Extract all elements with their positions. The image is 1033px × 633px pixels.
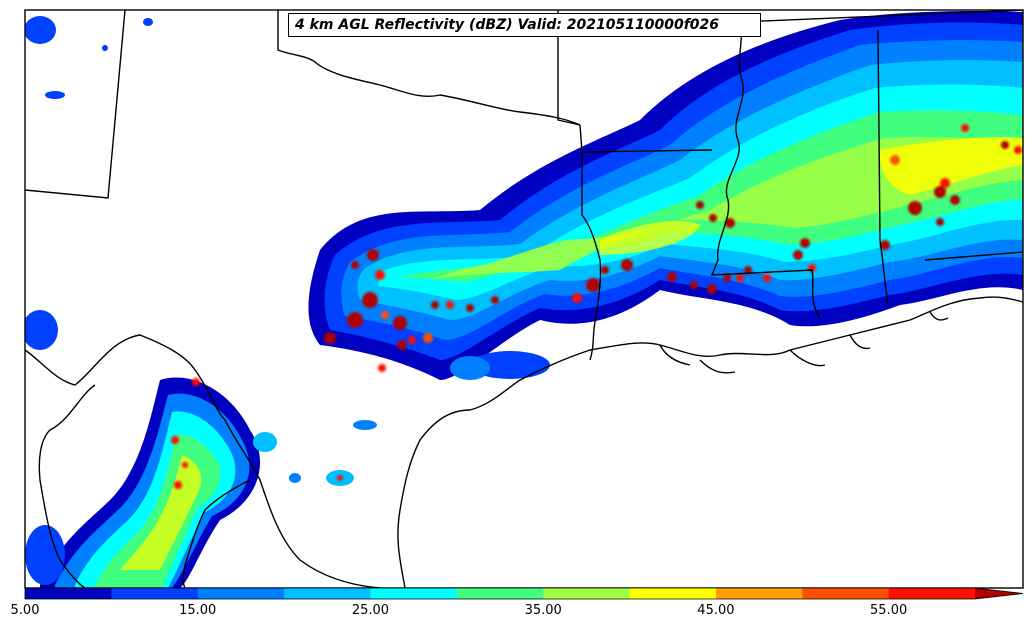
colorbar-segment [888,588,976,599]
state-border-ms-tn [739,10,1023,23]
colorbar-segment [456,588,544,599]
colorbar-segment [543,588,631,599]
colorbar-tick-label: 25.00 [351,603,390,618]
colorbar-extend-arrow [975,588,1023,599]
state-border-tx-ar-la [579,124,602,361]
state-border-nm-tx-west [25,10,126,199]
colorbar-segment [25,588,112,599]
colorbar-segment [370,588,458,599]
colorbar-tick-label: 45.00 [697,603,735,618]
colorbar-tick-label: 15.00 [179,603,217,618]
state-border-tx-mexico [25,334,381,588]
gulf-coast-inlets [659,311,949,374]
state-border-al-fl [924,251,1023,261]
colorbar-tick-label: 5.00 [10,603,40,618]
mexico-interior-border [38,384,96,588]
colorbar-segment [629,588,717,599]
mexico-interior-border-2 [182,479,251,588]
colorbar-segment [715,588,803,599]
state-border-ms-al [877,29,889,306]
intense-cores [171,124,1022,489]
colorbar-segment [284,588,371,599]
state-border-ok-ar [557,10,581,126]
colorbar-segment [802,588,890,599]
state-border-tx-ok-panhandle [277,10,581,126]
colorbar [24,587,1024,600]
state-border-ar-la [581,149,713,153]
radar-field [25,10,1023,588]
river-mississippi [710,19,821,319]
colorbar-tick-label: 35.00 [524,603,562,618]
map-title: 4 km AGL Reflectivity (dBZ) Valid: 20210… [288,13,761,37]
small-cells [25,16,550,585]
gulf-coastline [397,296,1023,588]
boundaries [25,10,1023,588]
colorbar-segment [197,588,285,599]
colorbar-outline [24,587,1024,600]
colorbar-segment [111,588,199,599]
colorbar-tick-label: 55.00 [870,603,908,618]
